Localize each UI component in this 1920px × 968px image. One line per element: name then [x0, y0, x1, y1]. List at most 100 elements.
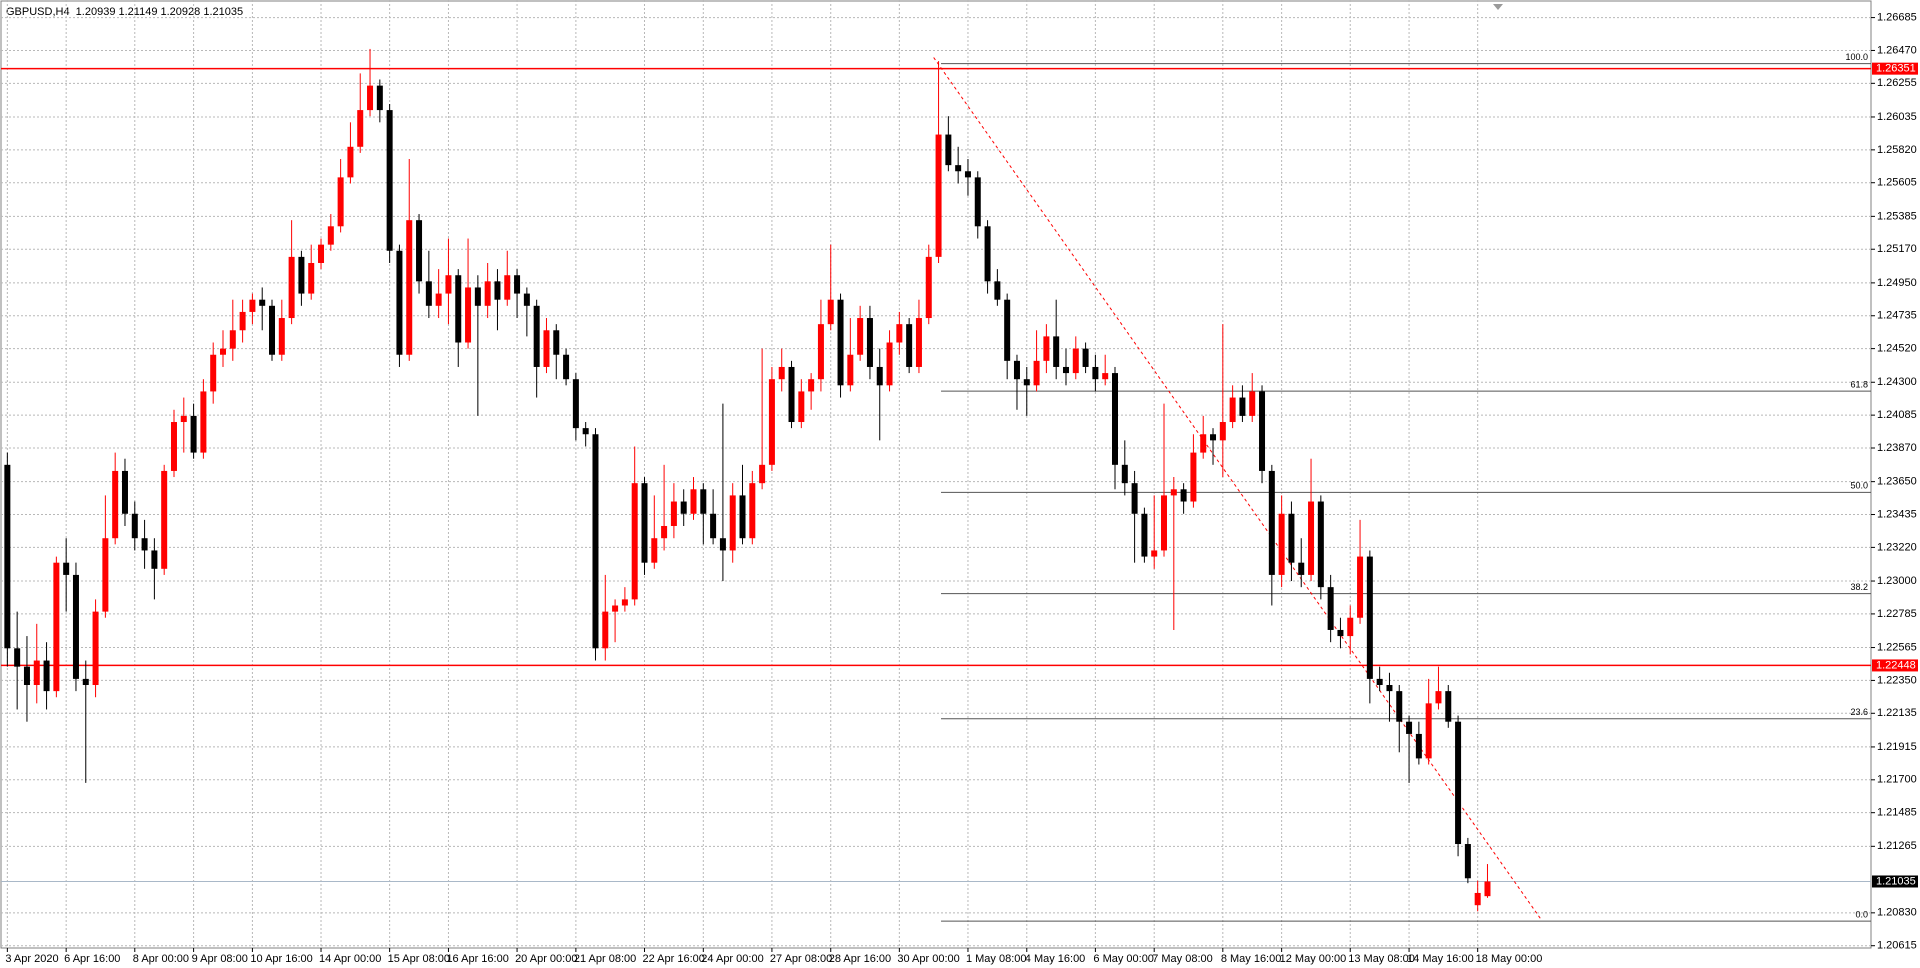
- candle-body: [690, 489, 697, 514]
- candle-body: [1200, 434, 1207, 453]
- candle-body: [161, 470, 168, 569]
- x-tick-label: 21 Apr 08:00: [574, 953, 636, 965]
- x-tick-label: 10 Apr 16:00: [250, 953, 312, 965]
- y-tick-label: 1.24085: [1877, 409, 1917, 421]
- candle-body: [259, 299, 266, 306]
- candle-body: [318, 244, 325, 263]
- candle-body: [416, 220, 423, 282]
- candle-body: [553, 330, 560, 355]
- candle-body: [798, 391, 805, 423]
- x-tick-label: 12 May 00:00: [1280, 953, 1347, 965]
- candle-body: [533, 305, 540, 367]
- candle-body: [151, 550, 158, 569]
- candle-body: [680, 501, 687, 514]
- candle-body: [808, 379, 815, 392]
- candle-body: [102, 538, 109, 612]
- y-tick-label: 1.26470: [1877, 44, 1917, 56]
- y-tick-label: 1.26255: [1877, 77, 1917, 89]
- candle-body: [602, 611, 609, 649]
- shift-marker: [1493, 4, 1503, 10]
- y-tick-label: 1.23220: [1877, 541, 1917, 553]
- candle-body: [1229, 397, 1236, 423]
- candle-body: [4, 464, 11, 649]
- x-tick-label: 24 Apr 00:00: [701, 953, 763, 965]
- candle-body: [543, 330, 550, 367]
- candle-body: [945, 134, 952, 166]
- x-tick-label: 6 May 00:00: [1093, 953, 1154, 965]
- candle-body: [1151, 550, 1158, 557]
- candle-body: [484, 281, 491, 306]
- x-tick-label: 22 Apr 16:00: [642, 953, 704, 965]
- candle-body: [1484, 881, 1491, 897]
- x-tick-label: 15 Apr 08:00: [388, 953, 450, 965]
- price-badge-label: 1.26351: [1876, 63, 1916, 75]
- candle-body: [1190, 452, 1197, 502]
- x-tick-label: 28 Apr 16:00: [829, 953, 891, 965]
- current-price-badge: [1872, 875, 1918, 888]
- y-tick-label: 1.24735: [1877, 310, 1917, 322]
- y-tick-label: 1.20830: [1877, 907, 1917, 919]
- y-tick-label: 1.25605: [1877, 177, 1917, 189]
- candle-body: [514, 275, 521, 294]
- candle-body: [1298, 562, 1305, 575]
- y-tick-label: 1.25820: [1877, 144, 1917, 156]
- candle-body: [1033, 360, 1040, 386]
- y-tick-label: 1.21915: [1877, 741, 1917, 753]
- candle-body: [719, 538, 726, 551]
- candle-body: [906, 324, 913, 367]
- candle-body: [1357, 556, 1364, 618]
- candle-body: [1053, 336, 1060, 367]
- candle-body: [131, 513, 138, 539]
- candle-body: [92, 611, 99, 686]
- x-tick-label: 16 Apr 16:00: [446, 953, 508, 965]
- candle-body: [1406, 721, 1413, 734]
- candle-body: [1239, 397, 1246, 416]
- candle-body: [435, 293, 442, 306]
- candle-body: [1268, 470, 1275, 575]
- x-tick-label: 6 Apr 16:00: [64, 953, 120, 965]
- candle-body: [180, 415, 187, 423]
- candle-body: [229, 330, 236, 349]
- candle-body: [1062, 366, 1069, 374]
- candle-body: [14, 648, 21, 667]
- candle-body: [817, 324, 824, 380]
- candle-body: [1013, 360, 1020, 380]
- candle-body: [1425, 703, 1432, 759]
- fibo-label: 38.2: [1850, 582, 1868, 592]
- candle-body: [1347, 617, 1354, 637]
- candle-body: [1415, 733, 1422, 759]
- candle-body: [1219, 422, 1226, 441]
- y-tick-label: 1.23000: [1877, 575, 1917, 587]
- y-tick-label: 1.23870: [1877, 442, 1917, 454]
- candle-body: [298, 256, 305, 294]
- candle-body: [1072, 348, 1079, 374]
- candle-body: [112, 470, 119, 539]
- candle-body: [1288, 513, 1295, 563]
- candle-body: [1259, 391, 1266, 471]
- candle-body: [749, 483, 756, 539]
- candle-body: [1308, 501, 1315, 575]
- candle-body: [857, 318, 864, 355]
- candle-body: [572, 379, 579, 429]
- candle-body: [994, 281, 1001, 300]
- candle-body: [788, 366, 795, 423]
- fibo-label: 0.0: [1855, 909, 1868, 919]
- candle-body: [1327, 587, 1334, 630]
- x-tick-label: 14 May 16:00: [1407, 953, 1474, 965]
- candle-body: [964, 171, 971, 178]
- candle-body: [1023, 379, 1030, 386]
- candle-body: [1131, 483, 1138, 514]
- y-tick-label: 1.26685: [1877, 11, 1917, 23]
- candle-body: [72, 574, 79, 679]
- candle-body: [563, 354, 570, 380]
- candle-body: [386, 110, 393, 251]
- candle-body: [337, 177, 344, 227]
- candle-body: [121, 470, 128, 514]
- candle-body: [641, 483, 648, 563]
- candle-body: [1180, 489, 1187, 502]
- candle-body: [1455, 721, 1462, 845]
- price-badge-label: 1.22448: [1876, 659, 1916, 671]
- candle-body: [621, 599, 628, 606]
- y-tick-label: 1.21265: [1877, 840, 1917, 852]
- candle-body: [768, 379, 775, 465]
